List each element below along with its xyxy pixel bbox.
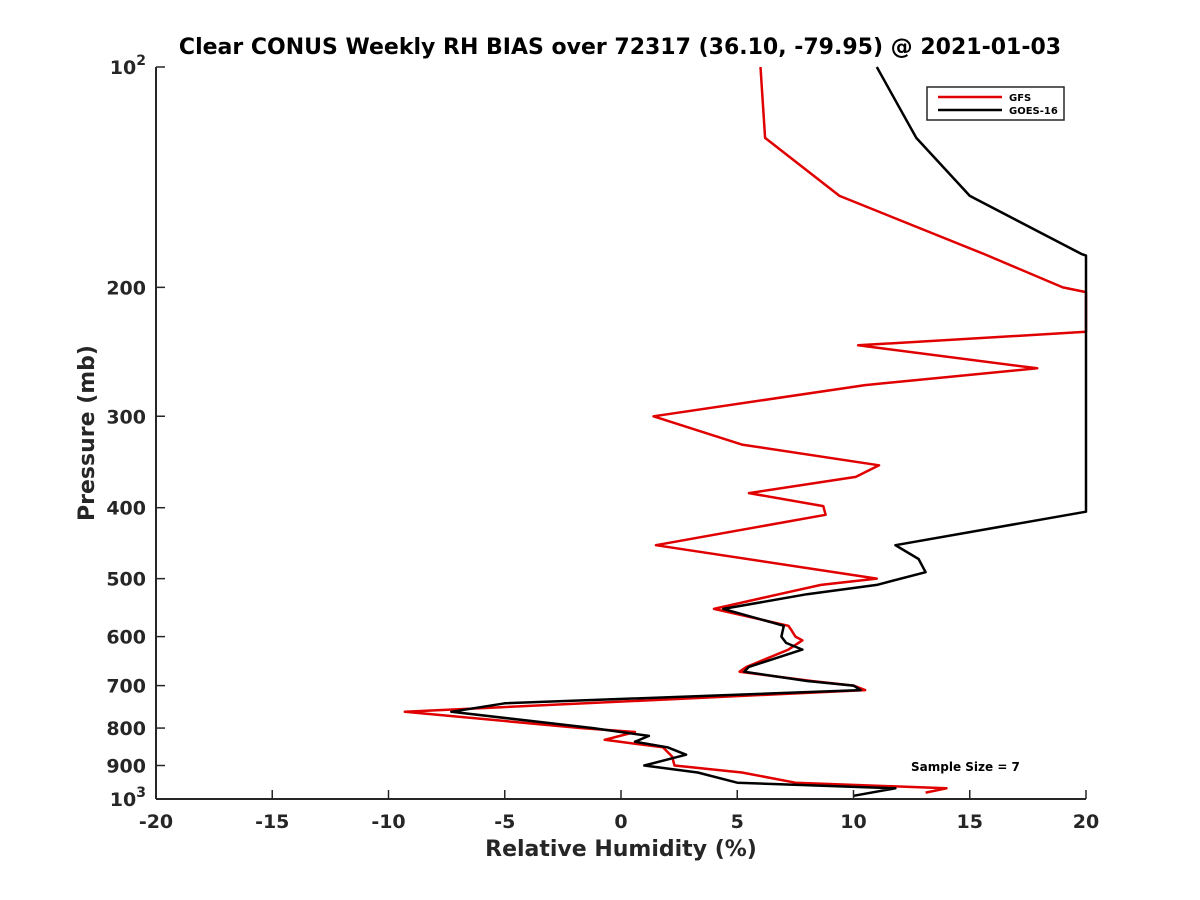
y-tick-label: 800 xyxy=(106,718,146,740)
ticks-layer: -20 -15 -10 -5 0 5 10 15 20 102 200 300 400 500 600 700… xyxy=(106,53,1099,833)
x-tick-label: -15 xyxy=(255,811,289,833)
sample-size-annotation: Sample Size = 7 xyxy=(911,760,1020,774)
x-tick-label: 0 xyxy=(614,811,627,833)
legend-box xyxy=(926,86,1065,121)
x-tick-label: 5 xyxy=(731,811,744,833)
y-tick-label: 103 xyxy=(110,785,146,811)
y-tick-label: 300 xyxy=(106,406,146,428)
chart-title: Clear CONUS Weekly RH BIAS over 72317 (3… xyxy=(179,35,1061,60)
x-axis-label: Relative Humidity (%) xyxy=(485,837,757,862)
legend-label-gfs: GFS xyxy=(1009,93,1031,104)
y-tick-label: 400 xyxy=(106,498,146,520)
x-tick-label: 20 xyxy=(1073,811,1099,833)
y-tick-label: 102 xyxy=(110,53,146,79)
x-tick-label: -20 xyxy=(139,811,173,833)
y-axis-label: Pressure (mb) xyxy=(75,345,100,521)
x-tick-label: 15 xyxy=(957,811,983,833)
series-line-gfs xyxy=(403,66,1088,794)
series-layer xyxy=(403,66,1088,798)
plot-area xyxy=(156,67,1086,799)
y-tick-label: 600 xyxy=(106,627,146,649)
x-tick-label: 10 xyxy=(840,811,866,833)
legend-label-goes16: GOES-16 xyxy=(1009,106,1058,117)
legend: GFS GOES-16 xyxy=(926,86,1065,121)
y-tick-label: 200 xyxy=(106,277,146,299)
x-tick-label: -5 xyxy=(494,811,515,833)
series-line-goes-16 xyxy=(450,66,1088,798)
x-tick-label: -10 xyxy=(371,811,405,833)
y-tick-label: 500 xyxy=(106,569,146,591)
y-tick-label: 900 xyxy=(106,756,146,778)
y-tick-label: 700 xyxy=(106,676,146,698)
